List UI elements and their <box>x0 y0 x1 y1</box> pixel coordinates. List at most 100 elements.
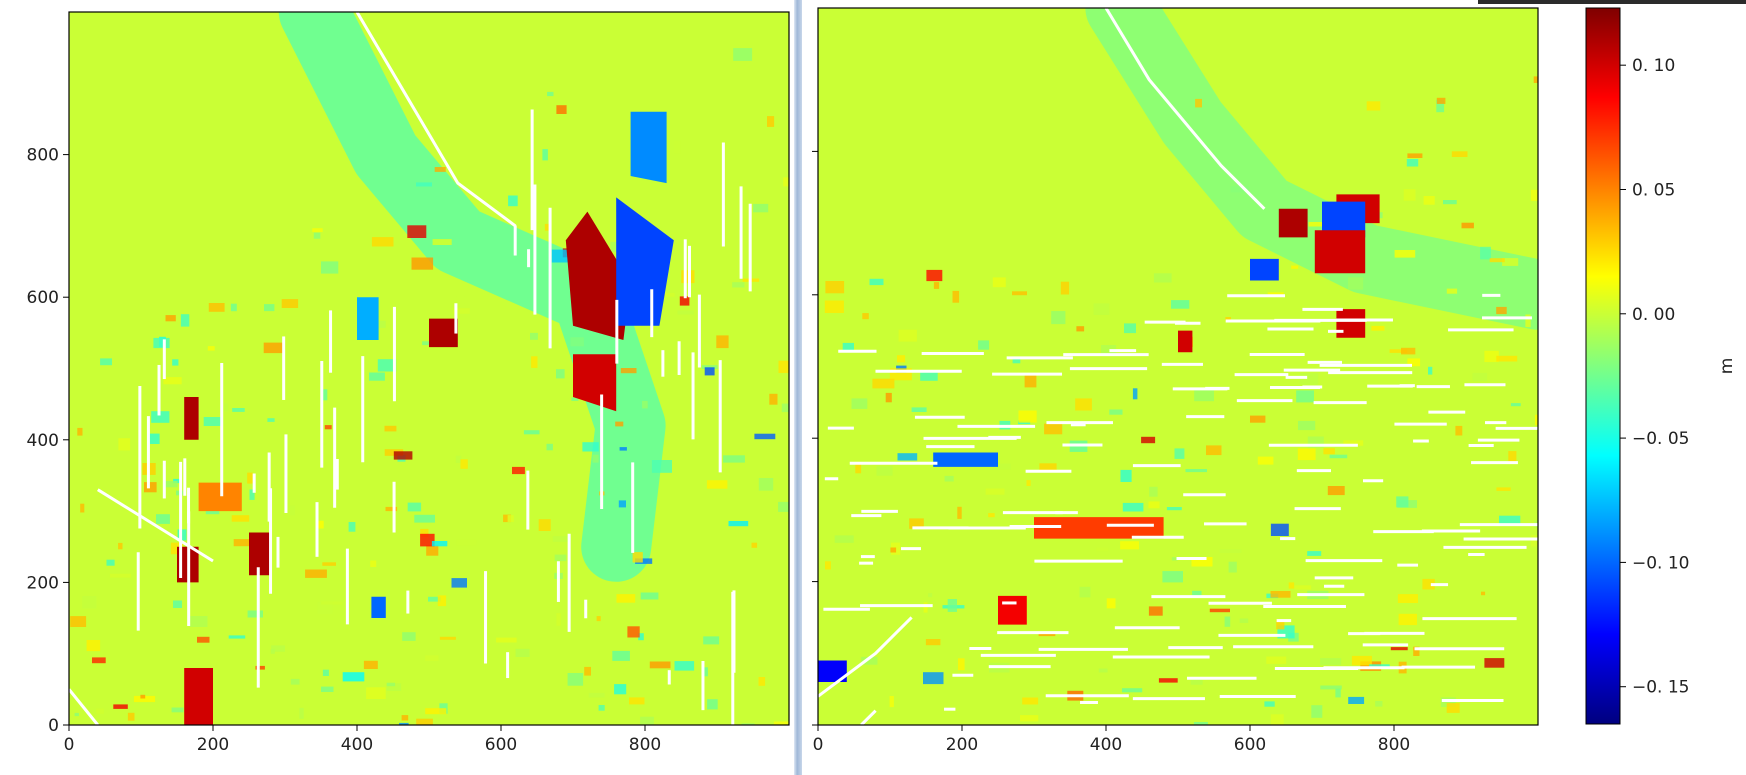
field-cell <box>1428 366 1433 375</box>
field-cell <box>369 372 385 381</box>
field-cell <box>1190 679 1203 685</box>
field-cell <box>920 372 938 381</box>
field-cell <box>728 521 749 527</box>
field-cell <box>1209 608 1230 613</box>
field-cell <box>1401 347 1416 355</box>
x-tick-label: 800 <box>629 735 661 755</box>
field-cell <box>1422 578 1435 590</box>
field-cell <box>1443 200 1457 205</box>
field-cell <box>638 633 644 641</box>
field-cell <box>834 535 854 543</box>
field-cell <box>1171 557 1178 561</box>
field-cell <box>551 249 571 263</box>
field-cell <box>732 282 745 288</box>
field-cell <box>627 626 640 638</box>
field-cell <box>618 500 626 508</box>
field-cell <box>1266 656 1287 664</box>
field-cell <box>1225 317 1231 321</box>
field-cell <box>407 502 422 512</box>
field-cell <box>228 635 246 639</box>
field-cell <box>978 340 990 350</box>
field-cell <box>249 489 255 500</box>
field-cell <box>707 699 718 710</box>
field-cell <box>1109 409 1123 415</box>
field-cell <box>70 616 87 627</box>
field-cell <box>1455 425 1463 436</box>
field-anomaly <box>998 595 1027 625</box>
field-cell <box>224 403 229 412</box>
window-edge <box>1478 0 1746 4</box>
field-cell <box>898 329 917 342</box>
axes-frame-right <box>817 7 1539 726</box>
field-cell <box>872 378 895 389</box>
field-cell <box>1294 585 1312 590</box>
street-line <box>818 616 913 698</box>
field-cell <box>147 433 160 444</box>
field-cell <box>1375 701 1383 707</box>
field-cell <box>393 451 413 460</box>
field-cell <box>1012 291 1027 296</box>
field-cell <box>926 269 943 282</box>
field-cell <box>203 417 223 426</box>
field-cell <box>385 506 398 512</box>
field-cell <box>432 239 452 245</box>
field-cell <box>342 672 365 682</box>
colorbar-tick-label: 0. 05 <box>1632 180 1675 200</box>
field-cell <box>422 341 436 346</box>
field-cell <box>165 315 176 322</box>
field-cell <box>1343 440 1364 446</box>
field-cell <box>635 558 653 564</box>
field-cell <box>1366 101 1381 111</box>
field-cell <box>890 547 897 553</box>
field-cell <box>1132 388 1138 400</box>
field-cell <box>1122 688 1143 693</box>
field-cell <box>1020 715 1039 722</box>
field-cell <box>1026 480 1031 486</box>
field-cell <box>531 356 538 368</box>
field-cell <box>366 687 386 699</box>
field-cell <box>451 578 467 588</box>
field-cell <box>1299 373 1319 385</box>
field-cell <box>503 514 512 523</box>
field-cell <box>674 141 681 154</box>
field-cell <box>1219 549 1242 553</box>
colorbar-tick-label: −0. 10 <box>1632 553 1690 573</box>
field-cell <box>1481 591 1486 596</box>
field-cell <box>180 314 190 327</box>
field-anomaly <box>429 318 458 348</box>
field-cell <box>1535 414 1538 426</box>
field-cell <box>1394 250 1416 258</box>
x-tick-label: 200 <box>946 735 978 755</box>
colorbar-tick-label: 0. 00 <box>1632 305 1675 325</box>
field-cell <box>1018 410 1037 423</box>
field-cell <box>1191 557 1213 567</box>
field-cell <box>681 270 695 284</box>
field-cell <box>386 683 402 691</box>
field-cell <box>1446 703 1460 713</box>
field-cell <box>426 545 439 556</box>
field-cell <box>233 539 254 547</box>
field-cell <box>425 708 447 715</box>
field-anomaly <box>565 211 631 340</box>
field-cell <box>552 536 571 542</box>
field-cell <box>100 358 112 366</box>
x-tick-label: 800 <box>1378 735 1410 755</box>
field-anomaly <box>184 668 213 725</box>
field-cell <box>1390 647 1408 651</box>
street-line <box>860 709 877 725</box>
field-cell <box>758 677 766 686</box>
field-cell <box>923 602 928 613</box>
heatmap-features-left <box>69 12 789 725</box>
field-cell <box>127 712 135 721</box>
field-cell <box>1264 701 1275 707</box>
field-cell <box>1446 288 1458 294</box>
field-cell <box>1531 535 1538 547</box>
field-cell <box>781 403 789 413</box>
field-cell <box>140 694 146 699</box>
field-cell <box>1270 591 1291 598</box>
y-axis-left: 0 200 400 600 800 <box>27 146 69 736</box>
field-cell <box>118 542 123 550</box>
field-cell <box>588 692 605 698</box>
field-cell <box>1499 515 1521 525</box>
field-cell <box>113 704 128 709</box>
